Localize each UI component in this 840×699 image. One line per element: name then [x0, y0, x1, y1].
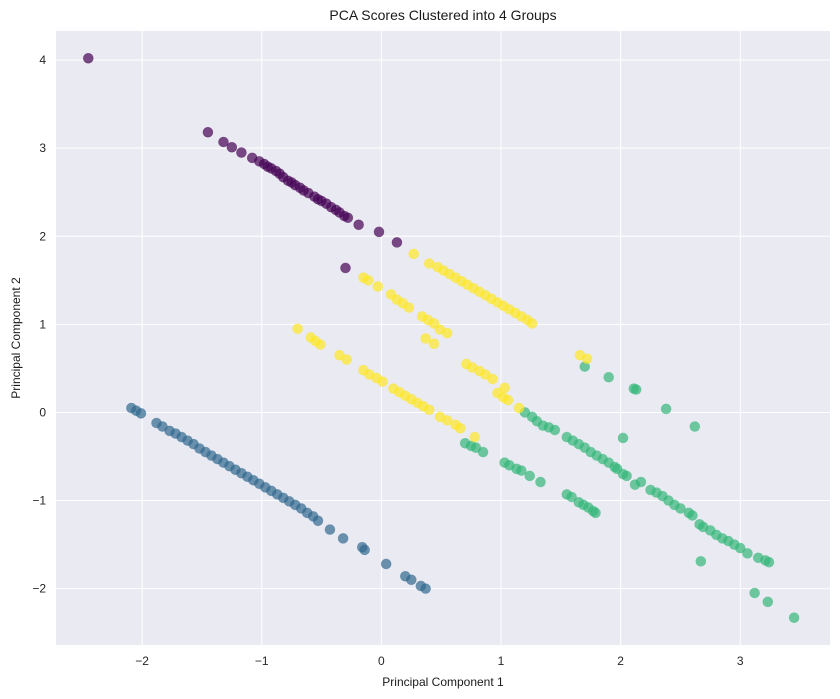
data-point [405, 574, 417, 586]
data-point [695, 556, 707, 567]
data-point [635, 476, 647, 488]
data-point [341, 354, 352, 365]
x-tick-label: −1 [255, 654, 269, 668]
data-point [516, 465, 527, 476]
x-tick-label: 1 [498, 654, 505, 668]
y-tick-label: 4 [39, 53, 46, 67]
data-point [312, 515, 324, 527]
data-point [441, 327, 453, 339]
data-point [502, 394, 514, 406]
data-point [337, 533, 349, 544]
data-point [687, 510, 698, 521]
data-point [441, 415, 453, 426]
data-point [621, 470, 632, 482]
data-point [423, 404, 435, 416]
data-point [403, 302, 415, 313]
data-point [477, 446, 489, 458]
data-point [581, 353, 593, 365]
y-tick-label: −1 [32, 494, 46, 508]
data-point [428, 338, 440, 350]
data-point [373, 226, 385, 238]
data-point [513, 402, 525, 414]
data-point [630, 384, 642, 395]
data-point [315, 339, 326, 350]
data-point [372, 281, 384, 292]
data-point [689, 421, 701, 432]
x-tick-label: −2 [135, 654, 149, 668]
cluster-series [82, 53, 403, 274]
data-point [524, 470, 536, 482]
data-point [342, 212, 354, 224]
data-point [377, 376, 388, 387]
plot-area [56, 31, 830, 645]
data-point [359, 544, 370, 556]
y-tick-label: 0 [39, 405, 46, 419]
data-point [535, 476, 546, 488]
y-tick-label: 2 [39, 229, 46, 243]
data-point [763, 556, 775, 568]
data-point [617, 432, 629, 444]
data-point [566, 491, 577, 503]
data-point [734, 542, 746, 554]
x-axis-label: Principal Component 1 [382, 675, 504, 689]
cluster-series [126, 402, 431, 594]
y-tick-label: −2 [32, 582, 46, 596]
cluster-series [292, 248, 593, 443]
y-tick-label: 1 [39, 317, 46, 331]
x-axis-ticks: −2 −1 0 1 2 3 [135, 654, 744, 668]
x-tick-label: 2 [617, 654, 624, 668]
data-point [420, 583, 431, 594]
data-point [742, 548, 753, 559]
data-point [226, 141, 238, 153]
data-point [408, 248, 419, 260]
data-point [675, 503, 686, 514]
data-point [362, 274, 374, 286]
data-point [590, 507, 601, 519]
data-point [82, 53, 94, 64]
data-point [549, 424, 561, 436]
y-axis-label: Principal Component 2 [9, 277, 23, 399]
data-point [380, 558, 392, 570]
data-point [428, 318, 440, 329]
y-tick-label: 3 [39, 141, 46, 155]
chart-title: PCA Scores Clustered into 4 Groups [329, 7, 557, 23]
cluster-series [459, 361, 800, 623]
x-tick-label: 3 [737, 654, 744, 668]
data-point [340, 262, 351, 274]
data-point [420, 333, 431, 344]
data-point [218, 136, 229, 148]
data-point [135, 408, 147, 419]
data-point [526, 318, 538, 329]
data-point [603, 371, 614, 383]
data-point [762, 596, 774, 608]
data-point [353, 219, 364, 231]
gridlines [56, 31, 830, 645]
data-point [455, 422, 466, 434]
data-point [788, 612, 800, 623]
data-point [487, 373, 498, 385]
data-point [660, 403, 672, 415]
y-axis-ticks: −2 −1 0 1 2 3 4 [32, 53, 46, 596]
data-point [749, 587, 760, 599]
data-point [202, 127, 214, 138]
x-tick-label: 0 [378, 654, 385, 668]
data-point [292, 323, 303, 335]
data-point [324, 524, 336, 535]
data-point [391, 237, 403, 248]
data-point [469, 431, 481, 443]
data-point [236, 147, 247, 158]
data-points [82, 53, 800, 623]
